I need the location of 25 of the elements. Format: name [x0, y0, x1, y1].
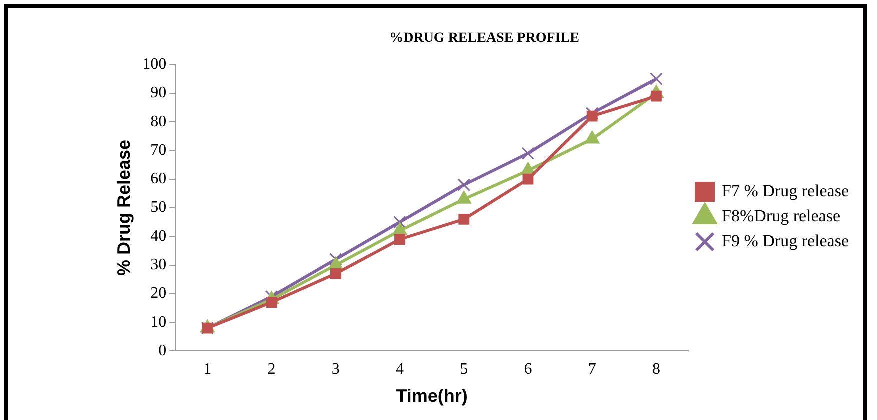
x-tick-label: 5: [460, 361, 468, 378]
x-tick-label: 3: [332, 361, 340, 378]
y-tick-label: 20: [150, 285, 167, 302]
x-tick-label: 4: [396, 361, 404, 378]
y-tick-label: 10: [150, 314, 167, 331]
y-tick-label: 90: [150, 84, 167, 102]
legend-label: F9 % Drug release: [722, 231, 850, 250]
y-tick-label: 70: [150, 142, 167, 159]
y-tick-label: 30: [150, 256, 167, 274]
x-axis-title: Time(hr): [396, 386, 468, 406]
x-tick-label: 2: [268, 361, 276, 378]
legend-label: F8%Drug release: [722, 206, 841, 226]
legend-label: F7 % Drug release: [722, 181, 850, 200]
x-tick-label: 8: [652, 361, 660, 378]
y-tick-label: 60: [150, 170, 167, 188]
x-tick-label: 6: [524, 361, 532, 378]
y-tick-label: 40: [150, 228, 167, 245]
y-tick-label: 0: [158, 342, 167, 360]
chart-title: %DRUG RELEASE PROFILE: [390, 31, 580, 46]
y-axis-title: % Drug Release: [114, 140, 134, 276]
y-tick-label: 50: [150, 199, 167, 216]
y-tick-label: 100: [142, 56, 167, 74]
x-tick-label: 1: [204, 361, 212, 378]
y-tick-label: 80: [150, 113, 167, 130]
x-tick-label: 7: [588, 361, 596, 378]
